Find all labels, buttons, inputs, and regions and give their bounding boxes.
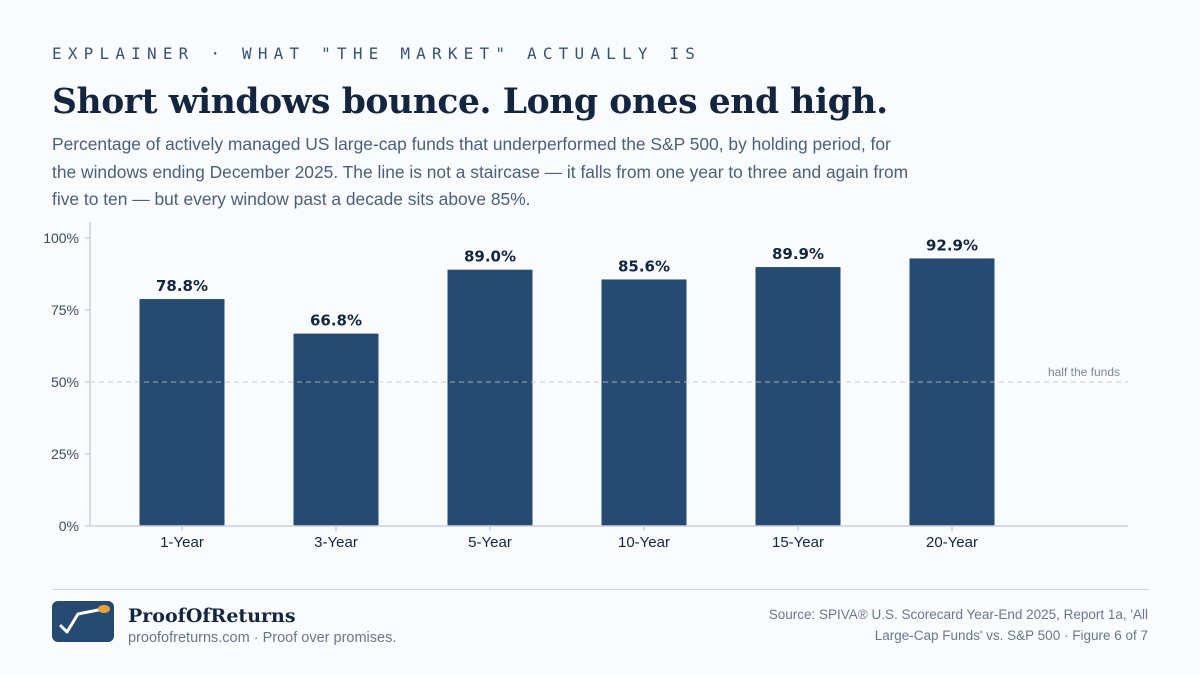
bar-chart: 0% 25% 50% 75% 100% 78.8% 66.8% 89.0% 85.6% 89.9… (43, 222, 1128, 551)
kicker: EXPLAINER · WHAT "THE MARKET" ACTUALLY I… (52, 44, 702, 63)
bar-1-year (139, 299, 225, 526)
y-tick-label: 75% (51, 302, 79, 318)
data-label: 66.8% (310, 312, 362, 330)
x-axis: 1-Year 3-Year 5-Year 10-Year 15-Year 20-Year (90, 525, 1128, 551)
data-label: 92.9% (926, 236, 978, 254)
source-note: Source: SPIVA® U.S. Scorecard Year-End 2… (768, 607, 1148, 643)
brand-name: ProofOfReturns (128, 605, 296, 627)
x-category-label: 20-Year (926, 534, 978, 551)
x-category-label: 10-Year (618, 534, 670, 551)
bar-5-year (447, 269, 533, 526)
y-tick-label: 100% (43, 230, 79, 246)
y-axis: 0% 25% 50% 75% 100% (43, 222, 91, 534)
bars: 78.8% 66.8% 89.0% 85.6% 89.9% 92.9% (139, 236, 995, 526)
data-label: 89.9% (772, 245, 824, 263)
y-tick-label: 0% (59, 518, 79, 534)
x-category-label: 3-Year (314, 534, 358, 551)
bar-10-year (601, 279, 687, 526)
x-category-label: 15-Year (772, 534, 824, 551)
x-category-label: 5-Year (468, 534, 512, 551)
chart-title: Short windows bounce. Long ones end high… (52, 82, 888, 122)
x-category-label: 1-Year (160, 534, 204, 551)
brand-logo (52, 601, 114, 642)
chart-subtitle: Percentage of actively managed US large-… (52, 134, 909, 209)
data-label: 78.8% (156, 277, 208, 295)
y-tick-label: 25% (51, 446, 79, 462)
y-tick-label: 50% (51, 374, 79, 390)
bar-3-year (293, 333, 379, 526)
brand-tagline: proofofreturns.com · Proof over promises… (128, 630, 397, 646)
bar-20-year (909, 258, 995, 526)
footer-divider (52, 589, 1149, 590)
reference-line-label: half the funds (1048, 365, 1120, 379)
logo-checkmark-icon (52, 601, 114, 642)
bar-15-year (755, 267, 841, 526)
data-label: 85.6% (618, 257, 670, 275)
data-label: 89.0% (464, 248, 516, 266)
